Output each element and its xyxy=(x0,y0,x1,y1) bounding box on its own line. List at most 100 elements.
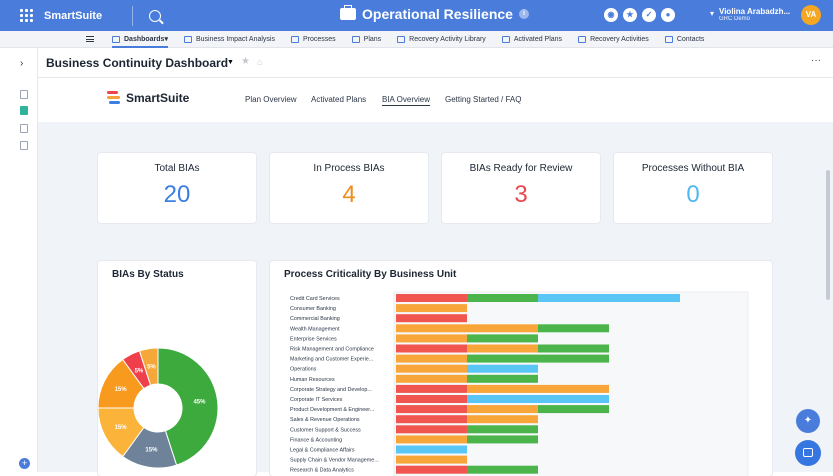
tab-contacts[interactable]: Contacts xyxy=(664,31,705,48)
add-icon[interactable]: + xyxy=(19,458,30,469)
robot-icon[interactable]: ◉ xyxy=(604,8,618,22)
bar-segment[interactable] xyxy=(396,384,467,393)
bar-segment[interactable] xyxy=(396,435,467,444)
bar-segment[interactable] xyxy=(396,294,467,302)
tab-recovery-activities[interactable]: Recovery Activities xyxy=(578,31,649,48)
bar-segment[interactable] xyxy=(396,334,467,343)
chevron-right-icon[interactable]: › xyxy=(20,58,24,69)
tab-processes[interactable]: Processes xyxy=(290,31,336,48)
chevron-down-icon[interactable]: ▼ xyxy=(227,59,234,66)
tab-label: Business Impact Analysis xyxy=(195,35,275,43)
bar-segment[interactable] xyxy=(396,425,467,434)
bar-segment[interactable] xyxy=(467,415,538,424)
tab-business-impact-analysis[interactable]: Business Impact Analysis xyxy=(183,31,275,48)
bar-segment[interactable] xyxy=(467,354,609,363)
chat-icon xyxy=(803,448,813,457)
page-icon[interactable] xyxy=(20,141,28,150)
category-label: Commercial Banking xyxy=(290,316,340,322)
bar-segment[interactable] xyxy=(538,344,609,353)
tab-label: Dashboards xyxy=(124,35,165,43)
more-options-icon[interactable]: ··· xyxy=(811,55,821,66)
bar-segment[interactable] xyxy=(396,415,467,424)
chevron-down-icon: ▾ xyxy=(164,36,168,43)
tab-label: Activated Plans xyxy=(513,35,563,43)
apps-grid-icon[interactable] xyxy=(20,8,34,23)
menu-icon[interactable] xyxy=(86,36,94,42)
bar-segment[interactable] xyxy=(467,395,609,403)
tab-recovery-activity-library[interactable]: Recovery Activity Library xyxy=(397,31,486,48)
bar-segment[interactable] xyxy=(467,435,538,444)
nav-link-plan-overview[interactable]: Plan Overview xyxy=(245,95,297,104)
bar-segment[interactable] xyxy=(396,455,467,464)
kpi-card: Total BIAs 20 xyxy=(98,153,256,223)
info-icon[interactable]: i xyxy=(518,9,529,19)
document-icon[interactable] xyxy=(20,90,28,99)
category-label: Operations xyxy=(290,367,317,373)
bell-icon[interactable]: ● xyxy=(661,8,675,22)
tab-icon xyxy=(664,35,673,43)
pie-slice-label: 15% xyxy=(145,447,158,453)
bar-segment[interactable] xyxy=(467,294,538,302)
share-icon[interactable]: ⌂ xyxy=(257,57,263,67)
tab-plans[interactable]: Plans xyxy=(351,31,381,48)
nav-link-activated-plans[interactable]: Activated Plans xyxy=(311,95,367,104)
process-criticality-panel: Process Criticality By Business Unit Cre… xyxy=(270,261,772,476)
bar-segment[interactable] xyxy=(467,374,538,383)
bar-segment[interactable] xyxy=(396,405,467,414)
bar-segment[interactable] xyxy=(396,465,467,474)
dashboard-header: Business Continuity Dashboard ▼ ★ ⌂ ··· xyxy=(38,48,833,78)
pie-slice[interactable] xyxy=(157,347,219,466)
bar-segment[interactable] xyxy=(396,344,467,353)
bar-segment[interactable] xyxy=(396,324,538,333)
nav-link-bia-overview[interactable]: BIA Overview xyxy=(382,95,431,106)
ai-assistant-button[interactable]: ✦ xyxy=(796,409,820,433)
bar-segment[interactable] xyxy=(467,465,538,474)
bar-segment[interactable] xyxy=(467,364,538,373)
bar-segment[interactable] xyxy=(538,405,609,414)
grid-view-icon[interactable] xyxy=(20,124,28,133)
check-icon[interactable]: ✓ xyxy=(642,8,656,22)
scrollbar[interactable] xyxy=(826,170,830,300)
bar-segment[interactable] xyxy=(396,364,467,373)
category-label: Enterprise Services xyxy=(290,336,337,342)
bar-segment[interactable] xyxy=(396,395,467,403)
avatar[interactable]: VA xyxy=(801,5,821,25)
kpi-value: 0 xyxy=(686,181,700,208)
bar-segment[interactable] xyxy=(467,334,538,343)
category-label: Human Resources xyxy=(290,377,335,383)
user-menu[interactable]: ▾ Violina Arabadzh... GRC Demo xyxy=(710,7,790,22)
bar-segment[interactable] xyxy=(467,425,538,434)
kpi-label: BIAs Ready for Review xyxy=(469,163,573,174)
bar-segment[interactable] xyxy=(467,405,538,414)
bar-segment[interactable] xyxy=(396,314,467,323)
tab-dashboards[interactable]: Dashboards ▾ xyxy=(112,31,168,48)
category-label: Consumer Banking xyxy=(290,306,336,312)
star-icon[interactable]: ★ xyxy=(623,8,637,22)
bar-segment[interactable] xyxy=(467,384,609,393)
bar-segment[interactable] xyxy=(467,344,538,353)
bar-segment[interactable] xyxy=(396,354,467,363)
favorite-star-icon[interactable]: ★ xyxy=(241,56,250,67)
dashboard-icon[interactable] xyxy=(20,106,28,115)
nav-link-getting-started-faq[interactable]: Getting Started / FAQ xyxy=(445,95,522,104)
bar-segment[interactable] xyxy=(538,294,680,302)
brand-name[interactable]: SmartSuite xyxy=(44,9,103,22)
category-label: Legal & Compliance Affairs xyxy=(290,448,355,454)
category-label: Research & Data Analytics xyxy=(290,468,354,474)
bar-segment[interactable] xyxy=(396,445,467,454)
search-icon[interactable] xyxy=(149,9,162,22)
tab-activated-plans[interactable]: Activated Plans xyxy=(501,31,563,48)
panel-title: BIAs By Status xyxy=(112,269,184,280)
bar-segment[interactable] xyxy=(538,324,609,333)
bar-segment[interactable] xyxy=(396,374,467,383)
pie-slice[interactable] xyxy=(138,347,159,386)
kpi-card: In Process BIAs 4 xyxy=(270,153,428,223)
logo-text: SmartSuite xyxy=(126,91,190,105)
solution-tabs: Dashboards ▾ Business Impact Analysis Proc… xyxy=(0,31,833,48)
tab-icon xyxy=(290,35,299,43)
chat-button[interactable] xyxy=(795,440,821,466)
bar-segment[interactable] xyxy=(396,304,467,313)
kpi-card: Processes Without BIA 0 xyxy=(614,153,772,223)
tab-label: Contacts xyxy=(676,35,705,43)
tab-icon xyxy=(397,35,406,43)
